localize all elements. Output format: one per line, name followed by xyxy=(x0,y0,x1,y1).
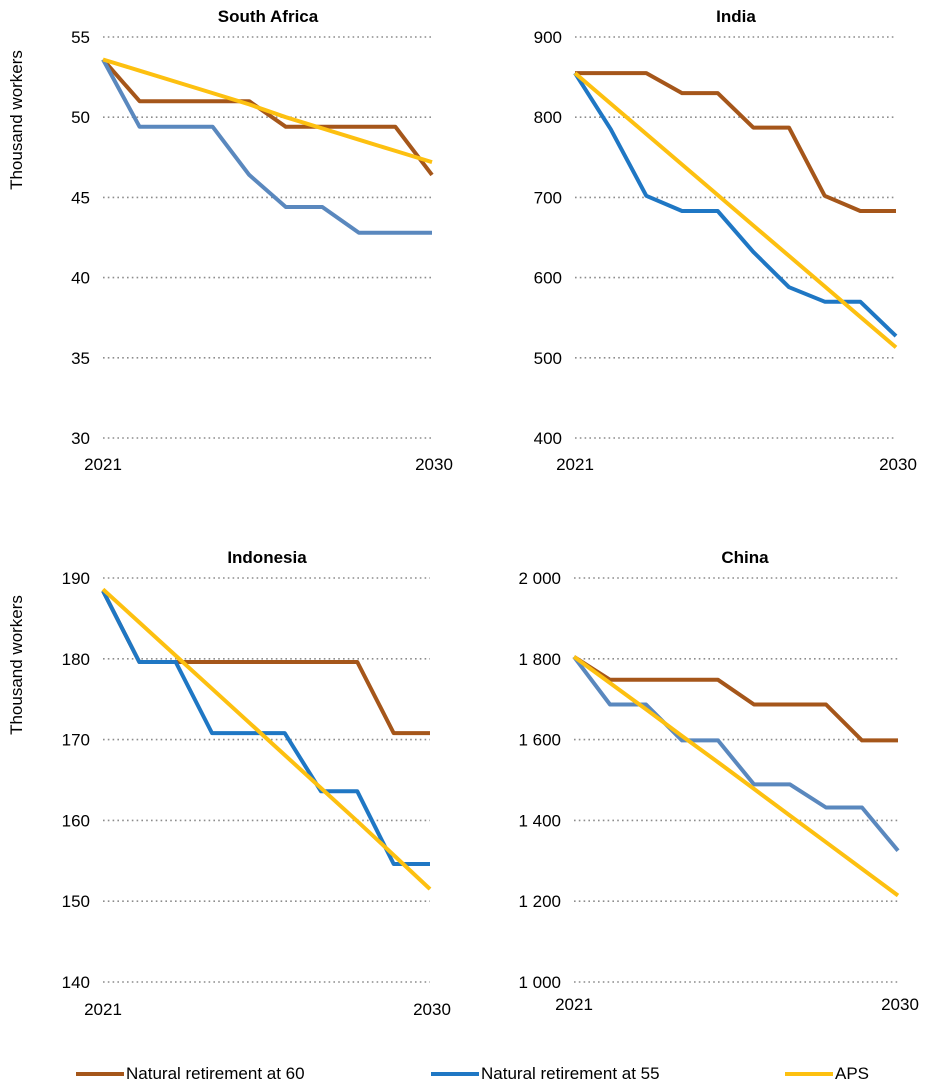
x-tick-label-india: 2030 xyxy=(879,455,917,474)
legend-swatch-natural-retirement-60 xyxy=(76,1072,124,1076)
y-tick-label-india: 600 xyxy=(534,269,562,288)
y-tick-label-south-africa: 40 xyxy=(71,269,90,288)
y-tick-label-china: 1 200 xyxy=(518,892,561,911)
legend: Natural retirement at 60 Natural retirem… xyxy=(0,1062,928,1086)
legend-swatch-aps xyxy=(785,1072,833,1076)
y-axis-label-indonesia: Thousand workers xyxy=(7,595,26,735)
y-tick-label-china: 1 000 xyxy=(518,973,561,992)
series-line-natural-retirement-60-china xyxy=(572,655,898,743)
y-tick-label-china: 2 000 xyxy=(518,569,561,588)
y-tick-label-indonesia: 160 xyxy=(62,811,90,830)
series-line-aps-india xyxy=(573,71,898,349)
legend-label-natural-retirement-55: Natural retirement at 55 xyxy=(481,1064,660,1083)
legend-item-natural-retirement-55: Natural retirement at 55 xyxy=(431,1062,660,1086)
series-line-natural-retirement-55-indonesia xyxy=(101,589,430,866)
y-tick-label-india: 500 xyxy=(534,349,562,368)
legend-item-aps: APS xyxy=(785,1062,869,1086)
y-tick-label-india: 700 xyxy=(534,188,562,207)
chart-title-india: India xyxy=(716,7,756,26)
chart-title-china: China xyxy=(721,548,769,567)
legend-swatch-natural-retirement-55 xyxy=(431,1072,479,1076)
y-axis-label-south-africa: Thousand workers xyxy=(7,50,26,190)
y-tick-label-india: 400 xyxy=(534,429,562,448)
x-tick-label-south-africa: 2030 xyxy=(415,455,453,474)
y-tick-label-china: 1 600 xyxy=(518,731,561,750)
x-tick-label-china: 2030 xyxy=(881,995,919,1014)
y-tick-label-india: 900 xyxy=(534,28,562,47)
legend-label-natural-retirement-60: Natural retirement at 60 xyxy=(126,1064,305,1083)
y-tick-label-south-africa: 30 xyxy=(71,429,90,448)
y-tick-label-indonesia: 170 xyxy=(62,731,90,750)
x-tick-label-indonesia: 2021 xyxy=(84,1000,122,1019)
x-tick-label-china: 2021 xyxy=(555,995,593,1014)
series-line-natural-retirement-60-south-africa xyxy=(101,58,434,177)
y-tick-label-india: 800 xyxy=(534,108,562,127)
chart-title-south-africa: South Africa xyxy=(218,7,319,26)
y-tick-label-south-africa: 45 xyxy=(71,188,90,207)
y-tick-label-south-africa: 50 xyxy=(71,108,90,127)
series-line-aps-south-africa xyxy=(102,57,433,165)
chart-title-indonesia: Indonesia xyxy=(227,548,307,567)
y-tick-label-indonesia: 190 xyxy=(62,569,90,588)
x-tick-label-south-africa: 2021 xyxy=(84,455,122,474)
y-tick-label-indonesia: 150 xyxy=(62,892,90,911)
y-tick-label-indonesia: 140 xyxy=(62,973,90,992)
legend-label-aps: APS xyxy=(835,1064,870,1083)
series-line-natural-retirement-60-india xyxy=(575,71,896,213)
y-tick-label-china: 1 400 xyxy=(518,811,561,830)
series-line-aps-indonesia xyxy=(101,587,432,891)
chart-figure: South Africa Thousand workers 55 50 45 40 35 30… xyxy=(7,7,919,1019)
y-tick-label-china: 1 800 xyxy=(518,650,561,669)
series-line-natural-retirement-55-south-africa xyxy=(101,58,432,235)
y-tick-label-indonesia: 180 xyxy=(62,650,90,669)
series-line-aps-china xyxy=(572,655,900,898)
x-tick-label-indonesia: 2030 xyxy=(413,1000,451,1019)
x-tick-label-india: 2021 xyxy=(556,455,594,474)
y-tick-label-south-africa: 55 xyxy=(71,28,90,47)
y-tick-label-south-africa: 35 xyxy=(71,349,90,368)
legend-item-natural-retirement-60: Natural retirement at 60 xyxy=(76,1062,305,1086)
series-line-natural-retirement-55-china xyxy=(572,655,900,852)
